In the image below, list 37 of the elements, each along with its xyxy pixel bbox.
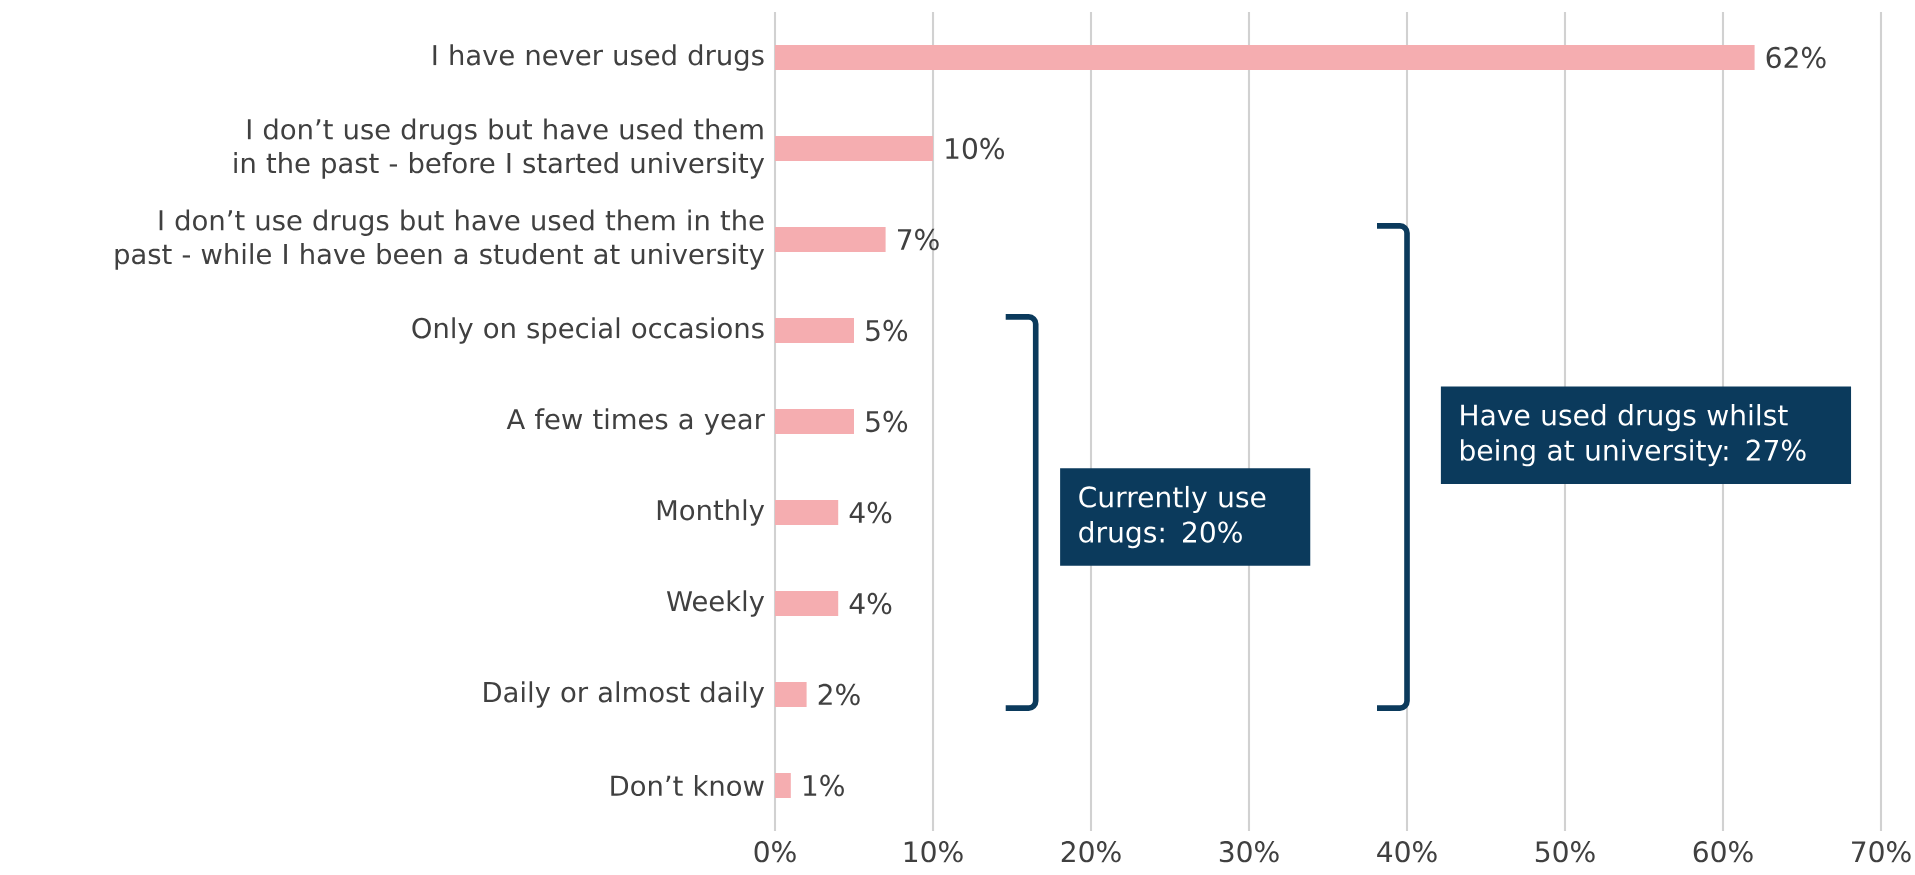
y-tick-label: A few times a year — [506, 408, 765, 435]
data-label: 1% — [803, 774, 844, 797]
y-tick-label: Only on special occasions — [412, 317, 764, 344]
x-tick-label: 30% — [1219, 841, 1279, 863]
bar — [775, 409, 855, 435]
bar — [775, 318, 855, 344]
bar — [775, 773, 791, 799]
y-tick-label: Monthly — [657, 499, 765, 526]
y-tick-label: Don’t know — [611, 774, 764, 797]
x-tick-label: 50% — [1535, 841, 1595, 863]
y-tick-label: Daily or almost daily — [484, 681, 765, 708]
annotation: Currently use drugs: 20% — [1079, 485, 1266, 549]
x-tick-label: 40% — [1377, 841, 1437, 863]
data-label: 5% — [866, 410, 908, 433]
x-tick-label: 60% — [1693, 841, 1753, 863]
y-tick-label: I have never used drugs — [433, 44, 764, 71]
data-label: 7% — [897, 228, 939, 251]
y-tick-label: Weekly — [666, 590, 765, 617]
annotation: Have used drugs whilst being at university: 27% — [1461, 404, 1806, 467]
x-tick-label: 0% — [754, 841, 796, 863]
bar — [775, 227, 886, 253]
y-tick-label: I don’t use drugs but have used them in the past - while I have been a student at university — [115, 209, 765, 270]
data-label: 5% — [866, 319, 908, 342]
data-label: 62% — [1766, 46, 1826, 69]
data-label: 4% — [849, 501, 892, 524]
bar — [775, 591, 839, 617]
data-label: 4% — [849, 592, 892, 615]
x-tick-label: 10% — [904, 841, 963, 863]
bar — [775, 500, 839, 526]
bar — [775, 682, 807, 708]
data-label: 10% — [946, 137, 1004, 160]
bar — [775, 45, 1755, 71]
x-tick-label: 70% — [1852, 841, 1911, 863]
data-label: 2% — [818, 683, 860, 706]
bar — [775, 136, 934, 162]
x-tick-label: 20% — [1061, 841, 1121, 863]
y-tick-label: I don’t use drugs but have used them in the past - before I started university — [234, 118, 765, 179]
